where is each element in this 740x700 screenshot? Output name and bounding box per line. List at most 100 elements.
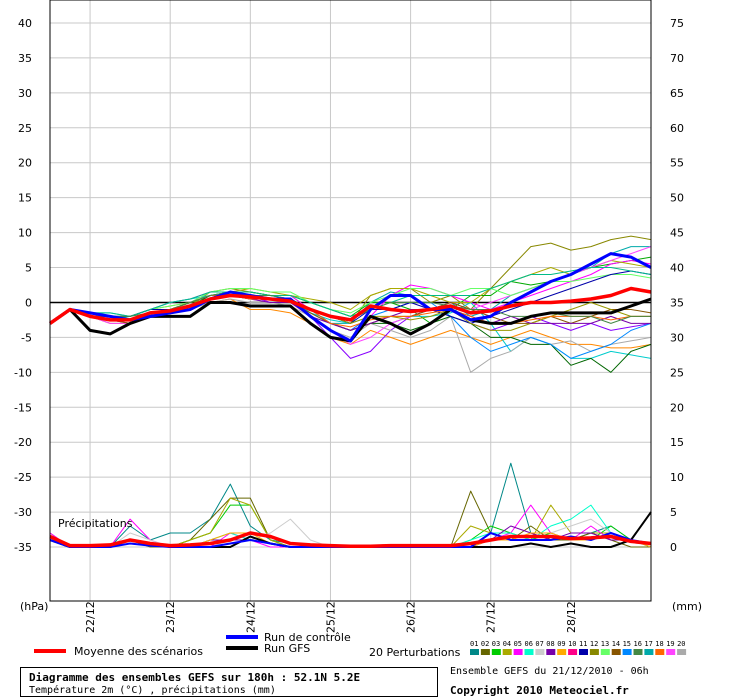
main-temperature-line [49, 252, 652, 343]
perturbation-swatch [546, 649, 556, 655]
perturbation-number: 17 [644, 640, 652, 648]
right-tick-label: 15 [670, 436, 684, 449]
right-tick-label: 75 [670, 17, 684, 30]
perturbation-swatch [666, 649, 676, 655]
left-tick-label: 20 [18, 157, 32, 170]
perturbation-number: 11 [579, 640, 587, 648]
perturbation-color-key: 01 02 03 04 05 06 07 08 09 10 11 12 13 14 15 16 17 18 19 20 [470, 640, 687, 655]
perturbation-number: 12 [590, 640, 598, 648]
perturbation-swatch [611, 649, 621, 655]
perturbation-number: 15 [623, 640, 631, 648]
left-tick-label: -30 [14, 506, 32, 519]
left-tick-label: -15 [14, 401, 32, 414]
perturbation-swatch [644, 649, 654, 655]
perturbation-number: 03 [492, 640, 500, 648]
left-tick-label: -35 [14, 541, 32, 554]
perturbation-number: 07 [535, 640, 543, 648]
perturbation-swatch [633, 649, 643, 655]
right-tick-label: 35 [670, 296, 684, 309]
right-tick-label: 30 [670, 331, 684, 344]
right-tick-label: 5 [670, 506, 677, 519]
diagram-title: Diagramme des ensembles GEFS sur 180h : … [29, 671, 361, 684]
perturbation-swatch [589, 649, 599, 655]
left-axis-unit: (hPa) [20, 600, 48, 613]
x-date-label: 26/12 [405, 601, 418, 633]
precip-label: Précipitations [58, 517, 133, 530]
left-tick-label: 0 [25, 296, 32, 309]
perturbation-number: 05 [514, 640, 522, 648]
perturbation-swatch [470, 649, 479, 655]
perturbation-precipitation-lines [49, 462, 652, 548]
x-date-label: 22/12 [84, 601, 97, 633]
run-info: Ensemble GEFS du 21/12/2010 - 06h [450, 666, 649, 677]
perturbation-swatch [677, 649, 687, 655]
right-tick-label: 45 [670, 227, 684, 240]
perturbation-swatch [480, 649, 490, 655]
left-tick-label: -20 [14, 436, 32, 449]
legend-control-label: Run de contrôle [264, 631, 351, 644]
left-tick-label: 5 [25, 262, 32, 275]
info-box: Diagramme des ensembles GEFS sur 180h : … [20, 667, 438, 697]
perturbation-precipitation-line [49, 462, 652, 548]
perturbation-swatch [579, 649, 588, 655]
diagram-subtitle: Température 2m (°C) , précipitations (mm… [29, 685, 276, 696]
left-tick-label: 10 [18, 227, 32, 240]
left-tick-label: -5 [21, 331, 32, 344]
perturbation-temperature-line [49, 267, 652, 324]
right-tick-label: 20 [670, 401, 684, 414]
right-tick-label: 65 [670, 87, 684, 100]
plot-frame [49, 0, 652, 602]
perturbation-number: 14 [612, 640, 620, 648]
x-date-label: 25/12 [324, 601, 337, 633]
perturbation-swatch [535, 649, 545, 655]
right-tick-label: 55 [670, 157, 684, 170]
perturbation-number: 16 [634, 640, 642, 648]
legend-gfs-label: Run GFS [264, 642, 310, 655]
right-tick-label: 60 [670, 122, 684, 135]
left-tick-label: -25 [14, 471, 32, 484]
right-tick-label: 70 [670, 52, 684, 65]
x-axis-date-labels: 22/12 23/12 24/12 25/12 26/12 27/12 28/12 [84, 601, 578, 633]
perturbation-swatch [557, 649, 567, 655]
left-tick-label: 30 [18, 87, 32, 100]
main-temperature-lines [49, 252, 652, 343]
perturbation-temperature-line [49, 246, 652, 345]
legend-mean-label: Moyenne des scénarios [74, 645, 203, 658]
perturbation-number: 20 [677, 640, 685, 648]
perturbation-number: 01 [470, 640, 478, 648]
right-tick-label: 50 [670, 192, 684, 205]
right-axis-unit: (mm) [672, 600, 702, 613]
left-tick-label: -10 [14, 366, 32, 379]
perturbation-swatch [568, 649, 578, 655]
right-tick-label: 40 [670, 262, 684, 275]
x-date-label: 23/12 [164, 601, 177, 633]
main-precipitation-line [49, 531, 652, 549]
perturbation-number: 02 [481, 640, 489, 648]
perturbation-swatch [491, 649, 501, 655]
legend-perturbations-label: 20 Perturbations [369, 646, 461, 659]
copyright: Copyright 2010 Meteociel.fr [450, 684, 629, 697]
perturbation-swatch [524, 649, 534, 655]
x-date-label: 27/12 [485, 601, 498, 633]
perturbation-number: 04 [503, 640, 511, 648]
right-tick-label: 0 [670, 541, 677, 554]
right-tick-label: 25 [670, 366, 684, 379]
perturbation-number: 10 [568, 640, 576, 648]
perturbation-number: 19 [666, 640, 674, 648]
perturbation-swatch [513, 649, 523, 655]
left-tick-label: 25 [18, 122, 32, 135]
right-tick-label: 10 [670, 471, 684, 484]
perturbation-number: 06 [525, 640, 533, 648]
left-tick-label: 35 [18, 52, 32, 65]
perturbation-number: 18 [655, 640, 663, 648]
left-tick-label: 40 [18, 17, 32, 30]
perturbation-swatch [622, 649, 632, 655]
perturbation-temperature-lines [49, 235, 652, 373]
perturbation-swatch [502, 649, 512, 655]
perturbation-swatch [655, 649, 665, 655]
left-axis-ticks: 40 35 30 25 20 15 10 5 0 -5 -10 -15 -20 -25 -30 -35 [14, 17, 32, 554]
perturbation-temperature-line [49, 235, 652, 324]
x-date-label: 28/12 [565, 601, 578, 633]
